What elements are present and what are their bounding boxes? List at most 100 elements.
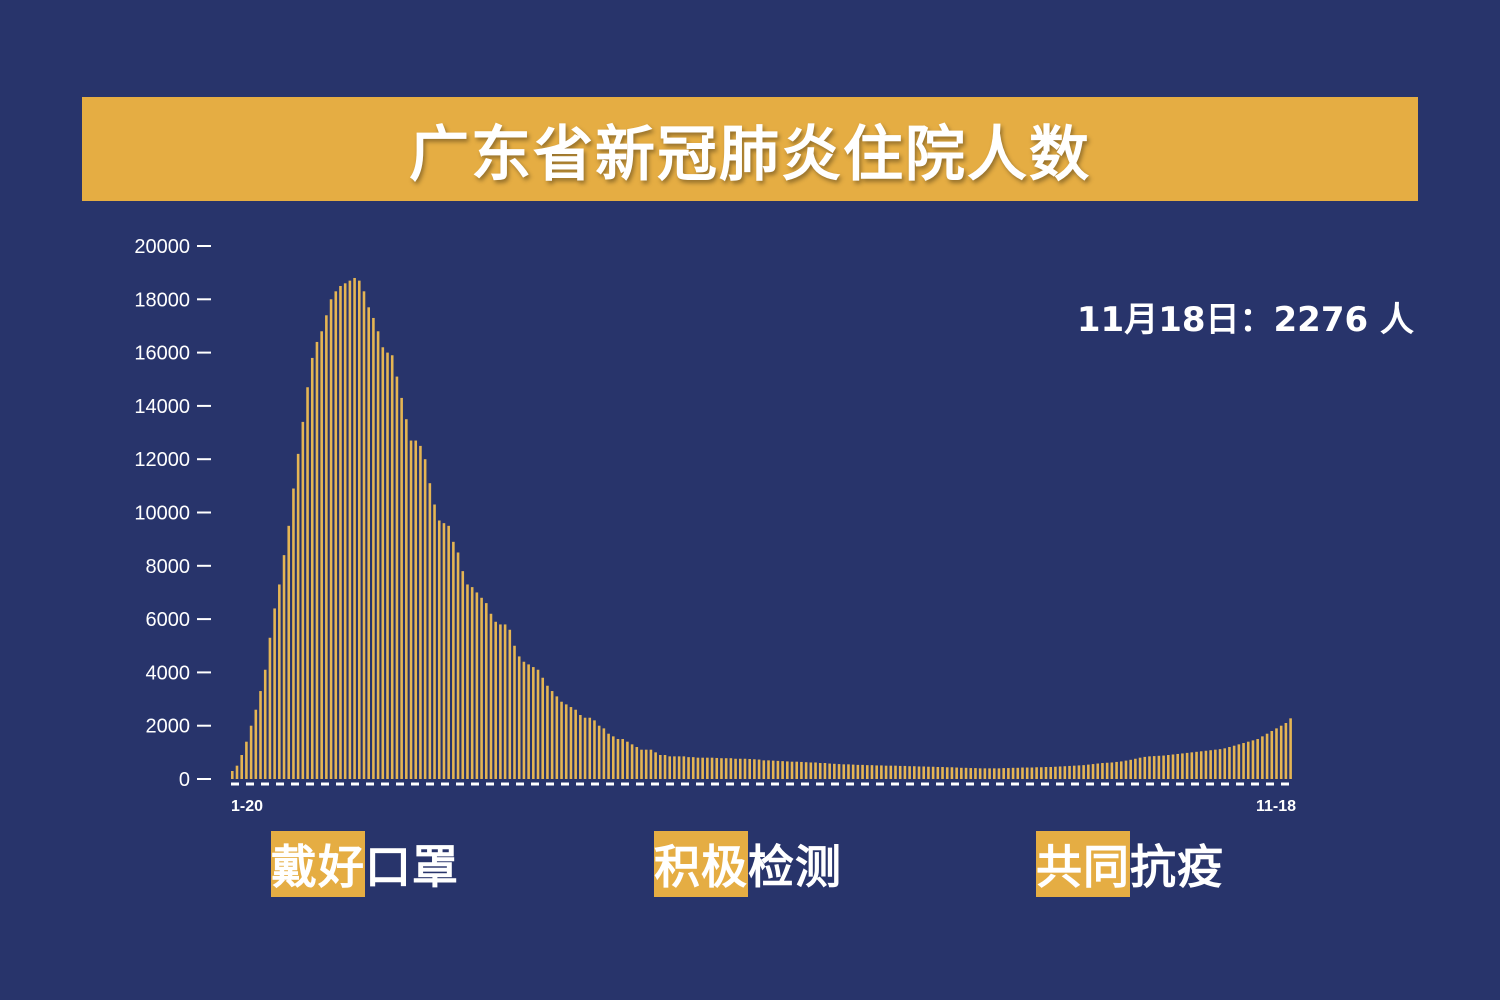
bar: [1096, 763, 1100, 779]
bar: [635, 747, 639, 779]
bar: [423, 459, 427, 779]
y-tick-label: 10000: [134, 503, 190, 525]
bar: [310, 357, 314, 779]
bar: [687, 757, 690, 779]
bar: [461, 571, 465, 779]
bar: [484, 603, 488, 779]
bar: [1204, 750, 1208, 779]
bar: [659, 755, 662, 779]
bar: [988, 768, 991, 779]
bar: [329, 299, 333, 779]
bar: [729, 758, 733, 779]
bar: [828, 763, 831, 779]
bar: [597, 725, 601, 779]
slogan-highlight: 共同: [1036, 831, 1130, 897]
title-banner: 广东省新冠肺炎住院人数: [82, 97, 1418, 201]
bar: [428, 483, 432, 779]
bar: [800, 761, 803, 779]
bar: [1035, 767, 1038, 779]
bar: [856, 764, 860, 779]
bar: [550, 691, 554, 779]
bar: [1124, 760, 1128, 779]
bar: [240, 755, 243, 779]
bar: [974, 768, 977, 779]
bar: [339, 285, 342, 779]
bar: [254, 709, 258, 779]
bar: [334, 291, 338, 779]
bar: [917, 766, 921, 779]
bar: [1223, 748, 1227, 779]
bar: [861, 764, 864, 779]
bar: [1002, 768, 1005, 779]
bar: [654, 752, 657, 779]
bar: [593, 720, 596, 779]
bar: [602, 728, 606, 779]
slogan-highlight: 积极: [654, 831, 748, 897]
slogan-rest: 口罩: [365, 840, 459, 894]
bar: [696, 757, 700, 779]
bar: [720, 758, 723, 779]
bar: [1251, 740, 1255, 779]
bar: [353, 277, 356, 779]
bar: [494, 621, 497, 779]
bar: [405, 419, 408, 779]
bar: [786, 761, 789, 779]
bar: [470, 587, 474, 779]
slogan-row: 戴好 口罩 积极 检测 共同 抗疫: [0, 830, 1500, 900]
bar: [927, 766, 930, 779]
bar: [743, 758, 747, 779]
bar: [955, 767, 958, 779]
bar: [527, 664, 530, 779]
bar: [263, 669, 267, 779]
bar: [499, 624, 502, 779]
bar: [1261, 736, 1264, 779]
bar: [409, 440, 413, 779]
slogan-rest: 检测: [748, 840, 842, 894]
bar-chart: 0 2000 4000 6000 8000 10000 12000 14000 16000 180…: [134, 236, 1296, 815]
bar: [875, 765, 878, 779]
bar: [776, 760, 780, 779]
bar: [1185, 752, 1189, 779]
bar: [1068, 765, 1071, 779]
bar: [823, 763, 827, 779]
bar: [748, 759, 751, 779]
bar: [889, 765, 893, 779]
bar: [663, 755, 667, 779]
bar: [1214, 749, 1217, 779]
bar: [969, 768, 973, 779]
bar: [1199, 751, 1203, 779]
bar: [376, 331, 380, 779]
bar: [546, 685, 549, 779]
bar: [292, 488, 295, 779]
bar: [880, 765, 883, 779]
bar: [804, 762, 808, 779]
bar: [1021, 767, 1024, 779]
bar: [611, 736, 615, 779]
y-tick-label: 14000: [134, 396, 190, 418]
slogan-rest: 抗疫: [1130, 840, 1224, 894]
bar: [842, 764, 846, 779]
bar: [1143, 756, 1147, 779]
bar: [245, 741, 248, 779]
bar: [626, 741, 629, 779]
bar: [757, 759, 761, 779]
bar: [522, 661, 526, 779]
bar: [414, 440, 418, 779]
y-tick-label: 8000: [146, 556, 191, 578]
bar: [1025, 767, 1029, 779]
bar: [691, 757, 695, 779]
bar: [555, 696, 559, 779]
bar: [997, 768, 1001, 779]
bar: [1157, 755, 1161, 779]
y-tick-label: 20000: [134, 236, 190, 258]
bar: [513, 645, 516, 779]
bar: [1195, 751, 1198, 779]
bar: [781, 761, 784, 779]
bar: [1058, 766, 1062, 779]
bar: [950, 767, 954, 779]
bar: [621, 739, 624, 779]
bar: [960, 767, 963, 779]
bar: [809, 762, 813, 779]
bar: [753, 759, 756, 779]
bar: [583, 717, 587, 779]
